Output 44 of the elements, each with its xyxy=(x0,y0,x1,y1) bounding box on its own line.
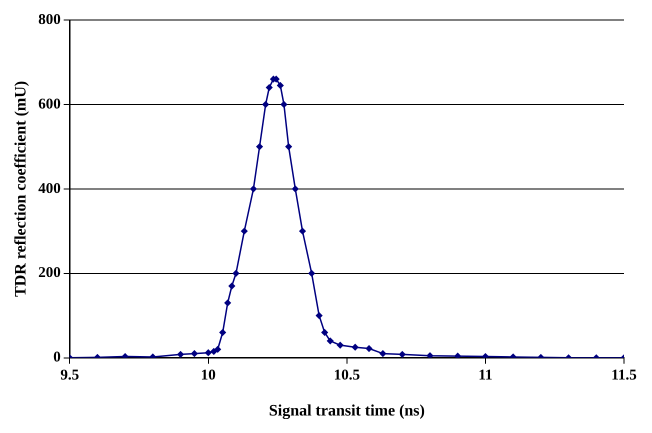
point xyxy=(256,143,263,150)
point xyxy=(308,270,315,277)
point xyxy=(250,186,257,192)
point xyxy=(292,186,299,192)
x-axis-title: Signal transit time (ns) xyxy=(268,402,425,420)
point xyxy=(122,353,128,358)
point xyxy=(326,338,334,344)
point xyxy=(280,101,288,108)
point xyxy=(210,348,218,355)
y-axis-title: TDR reflection coefficient (mU) xyxy=(12,80,30,297)
x-tick-label: 9.5 xyxy=(60,368,80,384)
x-tick-label: 11 xyxy=(478,368,493,384)
point xyxy=(321,329,328,336)
point xyxy=(482,353,489,358)
point xyxy=(454,352,461,358)
point xyxy=(214,346,221,353)
point xyxy=(285,143,292,150)
point xyxy=(277,82,284,89)
point xyxy=(399,351,406,358)
y-tick-label: 0 xyxy=(53,350,61,366)
x-tick-label: 10 xyxy=(200,368,216,384)
y-tick-label: 600 xyxy=(38,96,61,112)
point xyxy=(336,342,344,348)
point xyxy=(228,282,236,290)
point xyxy=(366,345,372,352)
point xyxy=(219,329,226,336)
y-tick-label: 800 xyxy=(38,12,61,28)
y-tick-label: 400 xyxy=(38,180,61,197)
point xyxy=(266,84,272,91)
point xyxy=(316,312,322,319)
point xyxy=(177,351,184,358)
y-tick-label: 200 xyxy=(38,265,61,282)
x-tick-label: 11.5 xyxy=(611,368,637,384)
point xyxy=(191,350,198,357)
point xyxy=(352,344,358,350)
point xyxy=(299,228,306,234)
point xyxy=(241,228,248,234)
point xyxy=(232,270,240,277)
point xyxy=(205,349,212,356)
point xyxy=(262,101,269,108)
point xyxy=(426,352,434,358)
point xyxy=(224,300,231,306)
point xyxy=(380,350,386,357)
x-tick-label: 10.5 xyxy=(334,368,360,384)
